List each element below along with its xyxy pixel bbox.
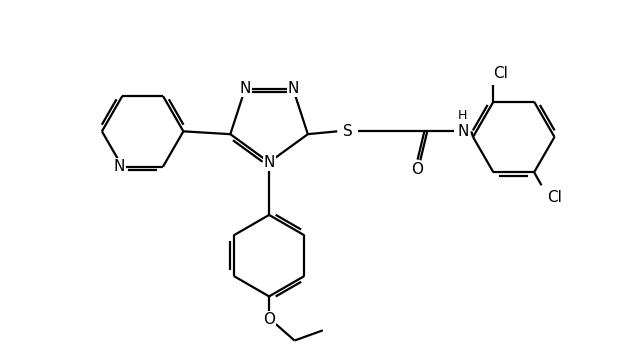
Text: N: N [239,81,251,96]
Text: O: O [412,162,424,177]
Text: N: N [114,159,125,174]
Text: Cl: Cl [547,190,562,205]
Text: Cl: Cl [493,66,508,81]
Text: S: S [342,124,352,139]
Text: H: H [458,109,468,122]
Text: N: N [287,81,299,96]
Text: O: O [263,312,275,326]
Text: N: N [264,155,275,170]
Text: N: N [457,124,468,139]
